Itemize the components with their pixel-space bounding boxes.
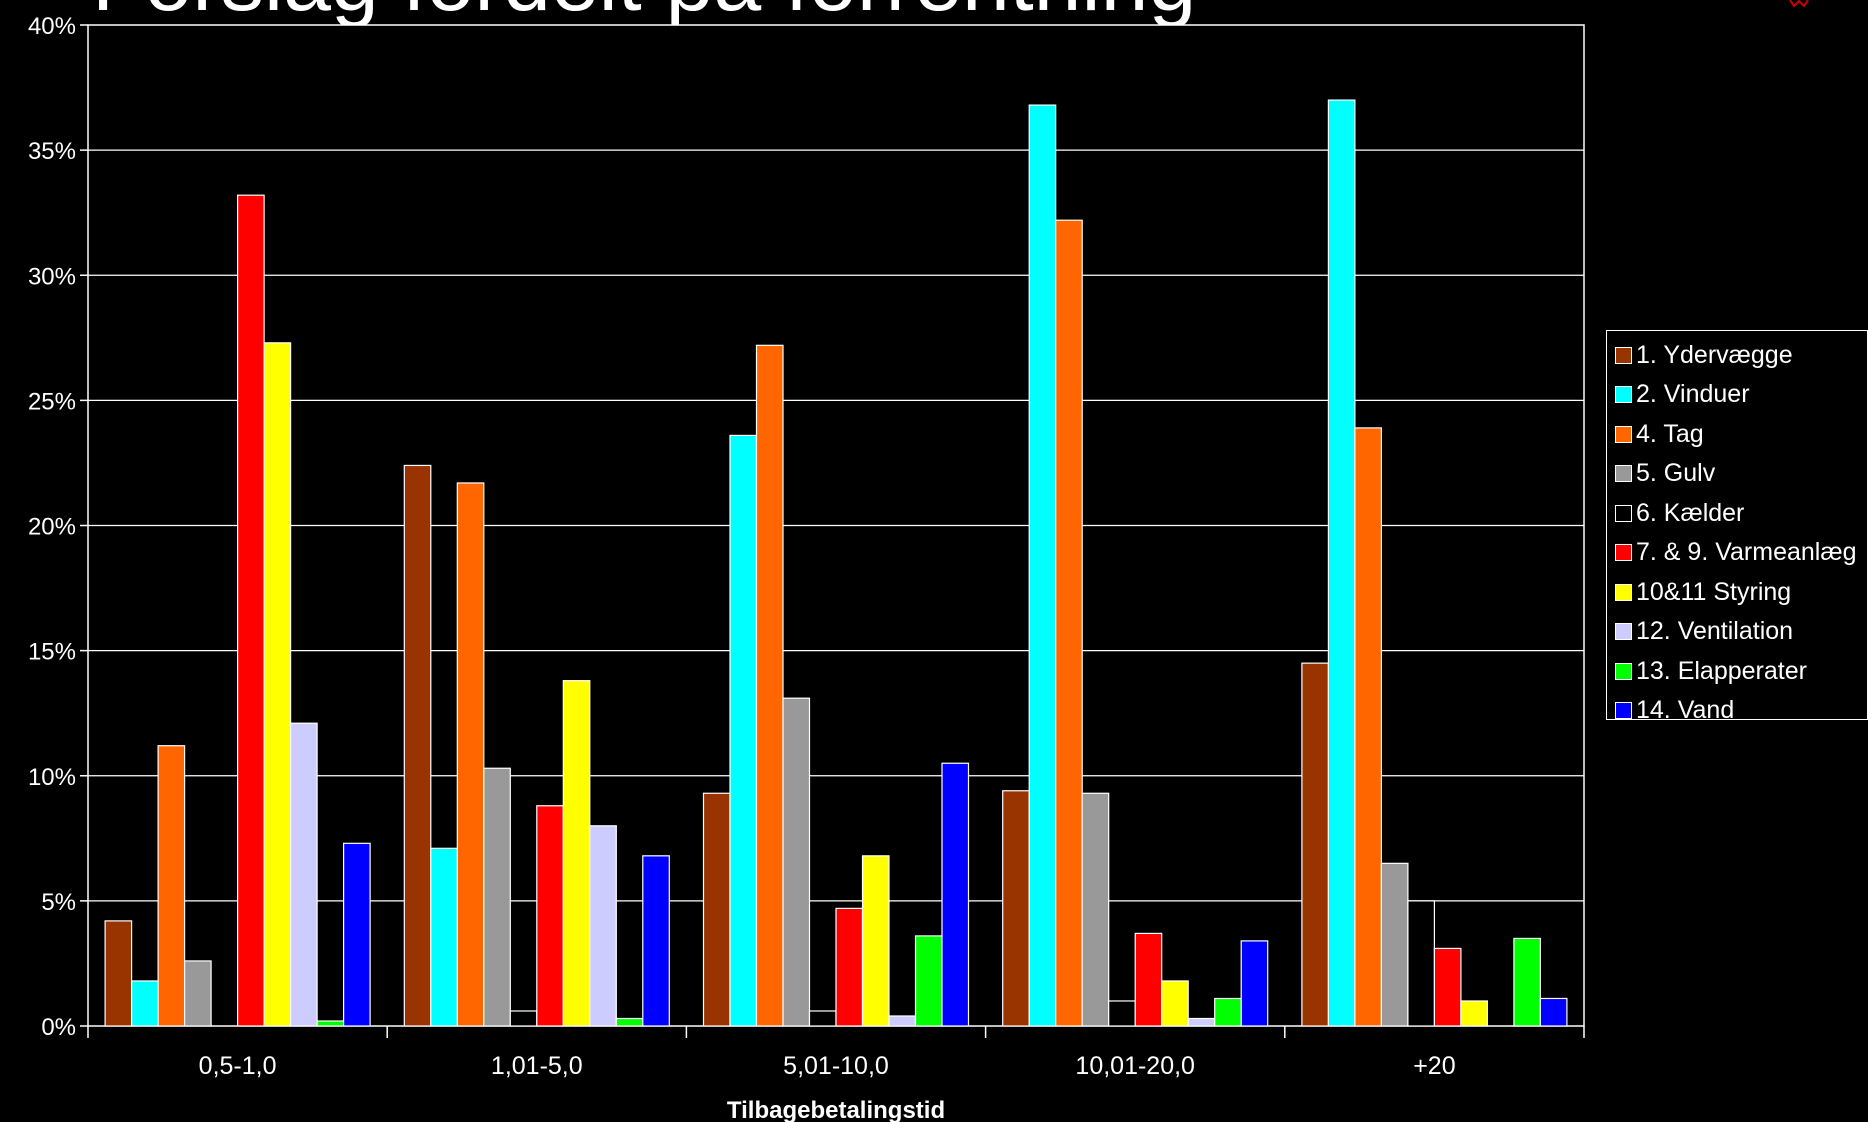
bar [456, 482, 485, 1027]
legend-label: 14. Vand [1636, 696, 1735, 724]
y-tick-label: 35% [28, 138, 76, 165]
x-tick-label: 5,01-10,0 [783, 1052, 889, 1080]
legend-item: 10&11 Styring [1615, 576, 1791, 608]
bar [1055, 219, 1083, 1027]
bar [536, 805, 564, 1027]
bar [888, 1015, 917, 1027]
legend-swatch [1615, 425, 1632, 443]
bar [914, 935, 943, 1027]
y-tick-label: 25% [28, 388, 76, 415]
legend-item: 7. & 9. Varmeanlæg [1615, 537, 1856, 569]
bar [1327, 99, 1356, 1027]
x-tick-label: +20 [1413, 1052, 1455, 1080]
bar [1187, 1017, 1216, 1027]
bar [1240, 940, 1269, 1027]
bar [642, 855, 670, 1027]
bar [1134, 932, 1163, 1027]
bar [1161, 980, 1189, 1027]
chart-legend: 1. Ydervægge 2. Vinduer 4. Tag 5. Gulv 6. Kæ… [1606, 330, 1868, 724]
legend-swatch [1615, 662, 1632, 680]
y-tick-label: 10% [28, 764, 76, 791]
bar [1214, 997, 1242, 1027]
bar [316, 1020, 345, 1027]
bar [702, 792, 731, 1027]
bar [835, 907, 864, 1027]
legend-swatch [1615, 583, 1632, 601]
legend-item: 4. Tag [1615, 418, 1704, 450]
legend-item: 1. Ydervægge [1615, 339, 1793, 371]
legend-label: 6. Kælder [1636, 498, 1745, 527]
bar [861, 855, 890, 1027]
legend-label: 2. Vinduer [1636, 380, 1750, 408]
legend-swatch [1615, 544, 1632, 561]
legend-label: 1. Ydervægge [1636, 340, 1793, 369]
y-tick-label: 5% [41, 889, 76, 916]
bar [1108, 1000, 1136, 1027]
page-title: Forslag fordelt på forrentning [92, 0, 1196, 24]
bar [1407, 900, 1436, 1027]
bar [941, 762, 970, 1027]
bar [509, 1010, 538, 1027]
bar [562, 680, 591, 1027]
legend-item: 12. Ventilation [1615, 616, 1793, 648]
bar [615, 1017, 644, 1027]
bar [755, 344, 784, 1027]
bar [237, 194, 265, 1027]
x-axis-title: Tilbagebetalingstid [727, 1097, 945, 1122]
legend-swatch [1615, 702, 1632, 719]
bar [104, 920, 133, 1027]
legend-label: 4. Tag [1636, 419, 1704, 448]
legend-swatch [1615, 346, 1632, 364]
legend-swatch [1615, 504, 1632, 522]
legend-label: 7. & 9. Varmeanlæg [1636, 538, 1857, 566]
bar [729, 434, 758, 1027]
bar [1433, 947, 1462, 1027]
legend-item: 13. Elapperater [1615, 655, 1807, 687]
legend-item: 14. Vand [1615, 695, 1734, 727]
bar [483, 767, 511, 1027]
bar [1354, 427, 1383, 1027]
bar [808, 1010, 837, 1027]
bar [1081, 792, 1110, 1027]
bar [430, 847, 458, 1027]
y-tick-label: 15% [28, 639, 76, 666]
bar [290, 722, 318, 1027]
bar [131, 980, 159, 1027]
legend-swatch [1615, 623, 1632, 640]
bar [1301, 662, 1330, 1027]
legend-item: 2. Vinduer [1615, 379, 1750, 411]
bar [1002, 790, 1030, 1027]
bar [343, 842, 371, 1027]
legend-swatch [1615, 386, 1632, 403]
legend-item: 6. Kælder [1615, 497, 1744, 529]
bar [1028, 104, 1057, 1027]
bar [1380, 862, 1409, 1027]
x-tick-label: 1,01-5,0 [491, 1052, 583, 1080]
bar [263, 342, 292, 1027]
legend-label: 10&11 Styring [1636, 577, 1792, 606]
logo-icon [1789, 0, 1809, 8]
legend-label: 5. Gulv [1636, 459, 1716, 487]
bar [782, 697, 811, 1027]
y-tick-label: 30% [28, 263, 76, 290]
y-tick-label: 0% [41, 1014, 76, 1041]
bar [1539, 997, 1568, 1027]
bar [589, 825, 617, 1027]
x-tick-label: 0,5-1,0 [199, 1052, 277, 1080]
bar [184, 960, 212, 1027]
x-tick-label: 10,01-20,0 [1075, 1052, 1195, 1080]
legend-item: 5. Gulv [1615, 458, 1715, 490]
bar [1513, 937, 1542, 1027]
bar [1460, 1000, 1489, 1027]
legend-label: 12. Ventilation [1636, 617, 1794, 645]
bar [157, 745, 186, 1027]
y-tick-label: 40% [28, 13, 76, 40]
legend-swatch [1615, 465, 1632, 482]
bar [403, 464, 432, 1027]
y-tick-label: 20% [28, 514, 76, 541]
legend-label: 13. Elapperater [1636, 656, 1807, 685]
